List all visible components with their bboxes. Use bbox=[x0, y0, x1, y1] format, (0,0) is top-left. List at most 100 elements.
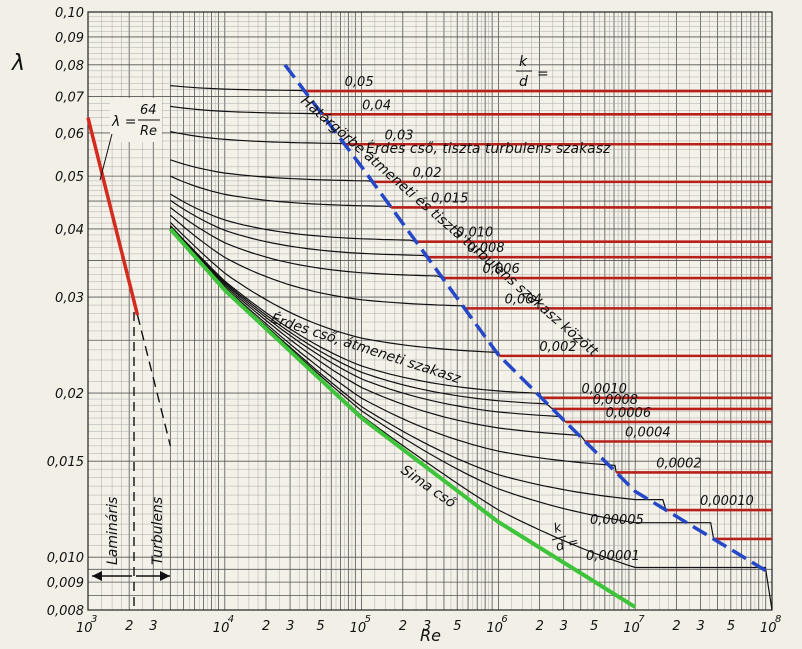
roughness-curve bbox=[169, 227, 617, 473]
rough-turbulent-label: Érdes cső, tiszta turbulens szakasz bbox=[366, 140, 611, 157]
roughness-header-equals: = bbox=[537, 66, 549, 82]
roughness-label: 0,002 bbox=[539, 340, 576, 355]
smooth-pipe-line bbox=[168, 227, 637, 609]
x-tick-label: 5 bbox=[590, 619, 598, 634]
y-tick-label: 0,02 bbox=[55, 387, 84, 402]
roughness-label: 0,0004 bbox=[625, 425, 671, 440]
roughness-label: 0,02 bbox=[413, 166, 442, 181]
roughness-label: 0,0002 bbox=[656, 456, 702, 471]
roughness-last-equals: = bbox=[566, 535, 580, 552]
x-tick-exponent: 4 bbox=[228, 614, 234, 625]
roughness-turbulent-lines bbox=[304, 89, 772, 541]
x-tick-label: 2 bbox=[672, 619, 680, 634]
roughness-label: 0,006 bbox=[483, 262, 520, 277]
x-tick-label: 5 bbox=[453, 619, 461, 634]
y-axis-label: λ bbox=[11, 51, 25, 76]
x-tick-exponent: 3 bbox=[91, 614, 97, 625]
y-tick-labels: 0,10 0,09 0,08 0,07 0,06 0,05 0,04 0,03 0,02 0,01… bbox=[47, 6, 85, 619]
y-tick-label: 0,06 bbox=[55, 127, 84, 142]
turbulent-arrow-head bbox=[160, 571, 170, 581]
roughness-curve bbox=[169, 225, 553, 410]
x-tick-label: 10 bbox=[623, 621, 640, 636]
x-tick-label: 10 bbox=[350, 621, 367, 636]
roughness-label: 0,004 bbox=[505, 292, 542, 307]
roughness-label: 0,0008 bbox=[593, 393, 639, 408]
roughness-curve bbox=[169, 221, 500, 357]
x-tick-label: 2 bbox=[125, 619, 133, 634]
laminar-formula-lhs: λ = bbox=[111, 114, 136, 130]
x-tick-exponent: 8 bbox=[775, 614, 781, 625]
roughness-label: 0,05 bbox=[345, 75, 374, 90]
laminar-arrow-head bbox=[92, 571, 102, 581]
laminar-formula-numerator: 64 bbox=[140, 103, 157, 118]
x-tick-label: 3 bbox=[423, 619, 431, 634]
y-tick-label: 0,10 bbox=[55, 6, 84, 21]
laminar-formula-denominator: Re bbox=[140, 124, 157, 139]
roughness-label: 0,00010 bbox=[700, 494, 754, 509]
x-tick-label: 3 bbox=[696, 619, 704, 634]
roughness-curve bbox=[170, 159, 373, 183]
roughness-header-k: k bbox=[519, 54, 528, 70]
roughness-curve bbox=[170, 175, 392, 209]
roughness-label: 0,008 bbox=[467, 241, 504, 256]
roughness-label: 0,00001 bbox=[586, 549, 640, 564]
roughness-curve bbox=[169, 225, 542, 399]
roughness-last-bar bbox=[551, 535, 567, 541]
laminar-dashed-extension bbox=[136, 314, 172, 447]
roughness-curve bbox=[170, 193, 417, 243]
laminar-label: Lamináris bbox=[105, 497, 121, 565]
x-tick-label: 2 bbox=[399, 619, 407, 634]
roughness-label: 0,0006 bbox=[606, 406, 652, 421]
y-tick-label: 0,04 bbox=[55, 223, 84, 238]
y-tick-label: 0,015 bbox=[47, 455, 84, 470]
roughness-label: 0,03 bbox=[385, 128, 414, 143]
x-tick-label: 10 bbox=[486, 621, 503, 636]
y-tick-label: 0,010 bbox=[47, 551, 84, 566]
boundary-curve bbox=[283, 63, 773, 576]
y-tick-label: 0,08 bbox=[55, 59, 84, 74]
y-tick-label: 0,009 bbox=[47, 576, 84, 591]
x-tick-label: 3 bbox=[560, 619, 568, 634]
roughness-label: 0,010 bbox=[456, 226, 493, 241]
roughness-label: 0,00005 bbox=[590, 513, 644, 528]
roughness-curves bbox=[169, 85, 773, 611]
x-tick-label: 10 bbox=[76, 621, 93, 636]
x-tick-label: 2 bbox=[262, 619, 270, 634]
roughness-curve bbox=[170, 131, 345, 145]
x-tick-label: 3 bbox=[149, 619, 157, 634]
turbulent-label: Turbulens bbox=[150, 497, 166, 565]
x-axis-label: Re bbox=[420, 626, 441, 645]
laminar-formula: λ = 64 Re bbox=[99, 98, 162, 181]
y-tick-label: 0,07 bbox=[55, 90, 85, 105]
roughness-header: k d = bbox=[516, 54, 549, 90]
roughness-curve bbox=[169, 226, 567, 423]
x-tick-label: 5 bbox=[727, 619, 735, 634]
plot-background bbox=[88, 12, 772, 610]
x-tick-label: 5 bbox=[316, 619, 324, 634]
y-tick-label: 0,008 bbox=[47, 604, 84, 619]
x-tick-exponent: 7 bbox=[638, 614, 645, 625]
roughness-curve bbox=[170, 207, 443, 279]
roughness-label: 0,015 bbox=[431, 191, 468, 206]
roughness-label: 0,04 bbox=[362, 98, 391, 113]
x-tick-labels: 103 2 3 104 2 3 5 105 2 3 5 106 2 3 5 107 2 3 5 108 bbox=[76, 614, 781, 636]
roughness-curve bbox=[170, 85, 305, 92]
roughness-last-k: k bbox=[552, 520, 564, 537]
roughness-curve bbox=[170, 214, 466, 309]
y-tick-label: 0,09 bbox=[55, 31, 84, 46]
y-tick-label: 0,05 bbox=[55, 170, 84, 185]
roughness-curve bbox=[170, 199, 428, 258]
roughness-curve bbox=[170, 105, 323, 115]
x-tick-label: 3 bbox=[286, 619, 294, 634]
x-tick-exponent: 5 bbox=[365, 614, 371, 625]
roughness-curve bbox=[169, 226, 586, 442]
x-tick-label: 2 bbox=[536, 619, 544, 634]
x-tick-exponent: 6 bbox=[501, 614, 507, 625]
laminar-line bbox=[86, 117, 140, 316]
plot-frame bbox=[87, 11, 773, 611]
laminar-formula-leader bbox=[99, 133, 113, 181]
x-tick-label: 10 bbox=[760, 621, 777, 636]
roughness-header-d: d bbox=[519, 74, 528, 90]
